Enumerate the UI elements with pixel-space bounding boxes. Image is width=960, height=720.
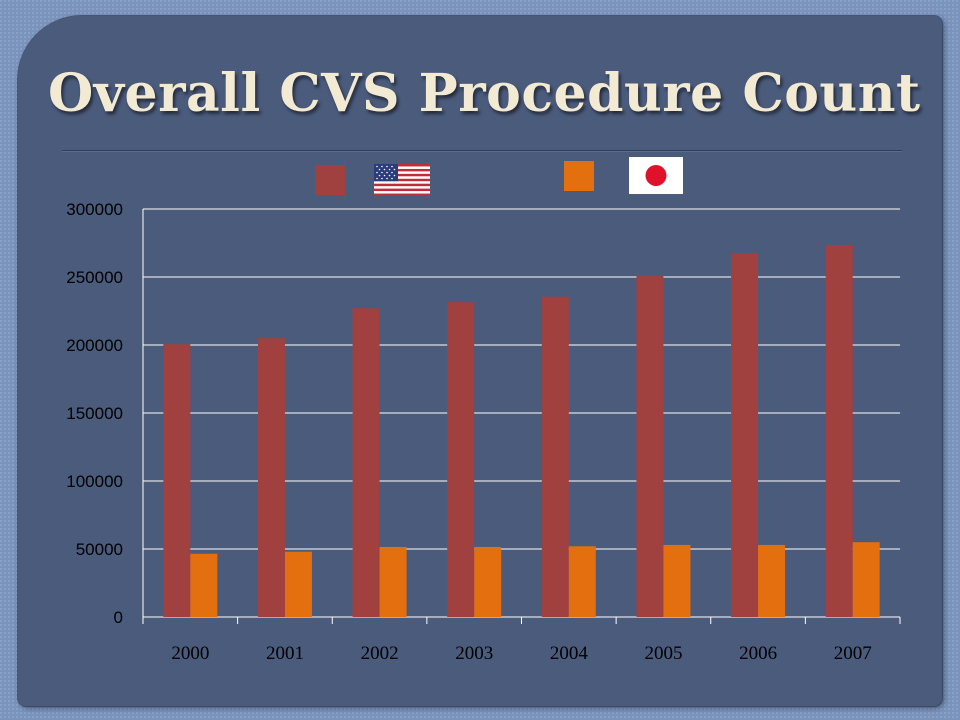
bar-jp-2003 [474,546,502,617]
bar-jp-2004 [568,546,596,617]
bar-jp-2005 [663,544,691,617]
x-tick-label: 2000 [171,643,209,664]
y-tick-label: 300000 [66,200,123,219]
bar-us-2005 [636,275,664,617]
y-tick-label: 250000 [66,268,123,287]
x-tick-label: 2007 [834,643,872,664]
bar-jp-2007 [852,542,880,617]
bar-us-2000 [163,344,191,617]
bar-us-2001 [257,338,285,617]
bar-us-2006 [731,253,759,617]
x-tick-label: 2005 [644,643,682,664]
bar-us-2003 [447,302,475,617]
bar-jp-2006 [758,544,786,617]
title-divider [62,150,902,151]
legend-swatch-jp [564,161,594,191]
bar-jp-2001 [284,551,312,617]
bar-jp-2002 [379,546,407,617]
bar-us-2007 [825,245,853,618]
y-tick-label: 0 [114,608,123,627]
legend-swatch-us [315,165,345,195]
x-tick-label: 2006 [739,643,777,664]
y-tick-label: 100000 [66,472,123,491]
y-tick-label: 200000 [66,336,123,355]
bar-jp-2000 [190,553,218,617]
us-flag-icon [374,164,430,196]
japan-flag-icon [629,157,683,194]
bar-us-2004 [541,296,569,617]
x-tick-label: 2001 [266,643,304,664]
x-tick-label: 2003 [455,643,493,664]
y-tick-label: 150000 [66,404,123,423]
x-tick-label: 2002 [361,643,399,664]
bar-us-2002 [352,308,380,617]
slide-title: Overall CVS Procedure Count [48,63,921,124]
y-tick-label: 50000 [76,540,123,559]
x-tick-label: 2004 [550,643,589,664]
